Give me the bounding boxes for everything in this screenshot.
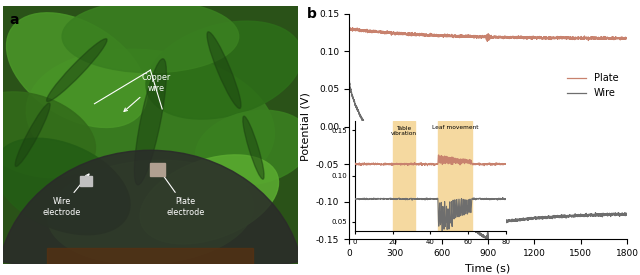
Ellipse shape <box>140 155 278 244</box>
Wire <box>484 244 492 247</box>
Ellipse shape <box>47 160 253 264</box>
Bar <box>438 121 472 231</box>
Plate <box>623 37 631 40</box>
Line: Plate: Plate <box>349 27 627 42</box>
Bar <box>80 176 92 186</box>
Wire <box>513 218 521 221</box>
Wedge shape <box>0 150 301 275</box>
Bar <box>393 121 415 231</box>
Ellipse shape <box>134 59 166 185</box>
Y-axis label: Potential (V): Potential (V) <box>300 92 310 161</box>
Ellipse shape <box>62 0 239 73</box>
Plate <box>423 34 431 37</box>
Ellipse shape <box>0 138 130 235</box>
Plate <box>597 37 605 40</box>
Bar <box>47 249 253 275</box>
Ellipse shape <box>146 21 302 119</box>
Ellipse shape <box>6 13 147 128</box>
Ellipse shape <box>243 116 264 179</box>
Wire <box>623 213 631 216</box>
Ellipse shape <box>47 39 107 101</box>
Wire <box>345 72 353 76</box>
Ellipse shape <box>207 32 241 108</box>
Legend: Plate, Wire: Plate, Wire <box>563 70 622 102</box>
Text: Copper
wire: Copper wire <box>124 73 171 111</box>
Ellipse shape <box>196 110 311 185</box>
Bar <box>150 163 165 176</box>
Wire <box>623 213 631 216</box>
Plate <box>346 26 353 29</box>
Ellipse shape <box>26 49 275 194</box>
Text: Leaf movement: Leaf movement <box>431 125 478 130</box>
Wire <box>404 176 412 179</box>
Wire <box>422 192 430 196</box>
Text: Table
vibration: Table vibration <box>391 126 417 136</box>
Plate <box>345 27 353 30</box>
Text: b: b <box>307 7 317 21</box>
Plate <box>404 32 412 35</box>
Wire <box>518 219 526 222</box>
Text: a: a <box>9 13 19 27</box>
Text: Plate
electrode: Plate electrode <box>159 169 205 217</box>
Ellipse shape <box>15 103 50 166</box>
Plate <box>483 40 491 43</box>
Text: Wire
electrode: Wire electrode <box>43 174 89 217</box>
X-axis label: Time (s): Time (s) <box>465 263 511 274</box>
Wire <box>597 213 605 216</box>
Ellipse shape <box>0 92 95 178</box>
Plate <box>513 35 521 39</box>
Plate <box>623 37 631 40</box>
Line: Wire: Wire <box>349 74 627 245</box>
Plate <box>518 36 526 40</box>
